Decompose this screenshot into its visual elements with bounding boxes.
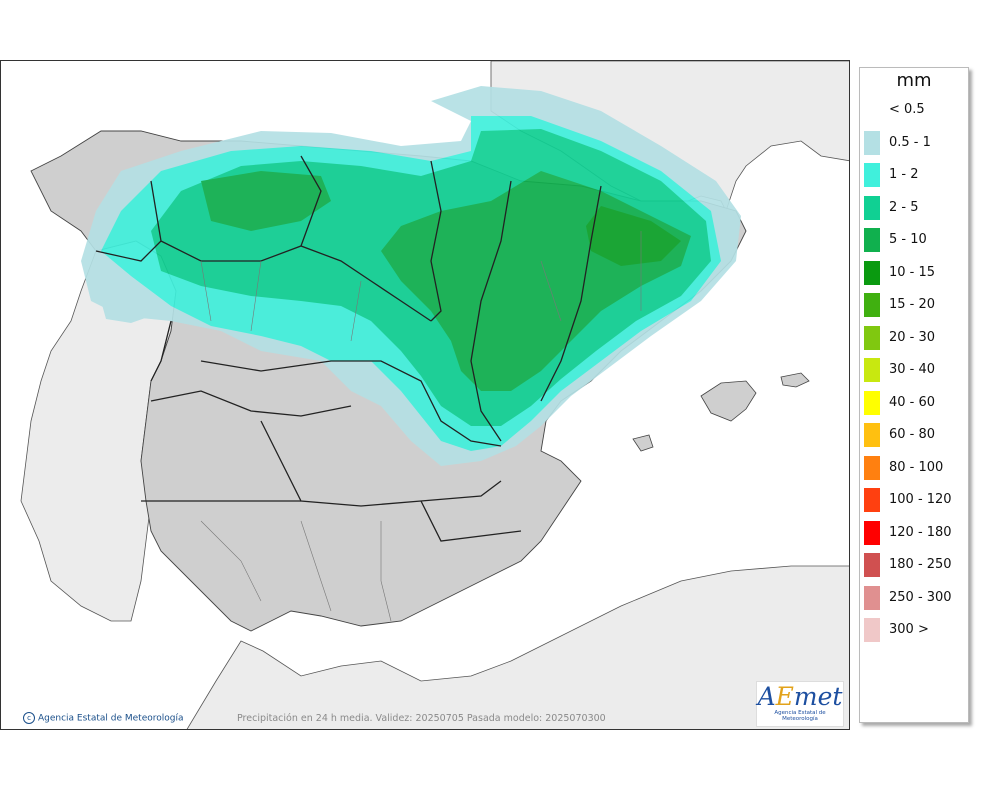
legend-label: 100 - 120 (889, 492, 952, 507)
legend-swatch (864, 423, 880, 447)
legend-swatch (864, 325, 880, 350)
legend-item: 250 - 300 (860, 585, 968, 611)
aemet-logo: AEmet Agencia Estatal de Meteorología (756, 681, 844, 727)
copyright-notice: c Agencia Estatal de Meteorología (23, 712, 184, 724)
legend-swatch (864, 98, 880, 122)
legend-label: < 0.5 (889, 102, 925, 117)
legend-item: 60 - 80 (860, 422, 968, 448)
legend-label: 0.5 - 1 (889, 134, 931, 150)
legend-label: 180 - 250 (889, 557, 952, 572)
legend-item: 0.5 - 1 (860, 130, 968, 156)
legend-item: 15 - 20 (860, 292, 968, 318)
legend-label: 10 - 15 (889, 264, 936, 280)
legend-swatch (864, 585, 880, 610)
legend-label: 5 - 10 (889, 232, 927, 247)
precip-5-10-west (201, 171, 331, 231)
precipitation-legend: mm < 0.5 0.5 - 1 1 - 2 2 - 5 5 - 10 10 - 15 15… (859, 67, 969, 723)
legend-label: 300 > (889, 622, 929, 637)
legend-swatch (864, 260, 880, 285)
legend-swatch (864, 618, 880, 642)
legend-swatch (864, 130, 880, 155)
logo-wordmark: AEmet (757, 682, 843, 711)
legend-item: 40 - 60 (860, 390, 968, 416)
precip-layer (81, 86, 741, 466)
legend-item: < 0.5 (860, 97, 968, 123)
legend-label: 1 - 2 (889, 167, 919, 182)
legend-item: 2 - 5 (860, 195, 968, 221)
legend-swatch (864, 163, 880, 187)
legend-label: 80 - 100 (889, 459, 944, 475)
legend-item: 300 > (860, 617, 968, 643)
legend-item: 180 - 250 (860, 552, 968, 578)
legend-swatch (864, 553, 880, 577)
legend-swatch (864, 390, 880, 415)
precip-10-15 (586, 206, 681, 266)
legend-label: 250 - 300 (889, 589, 952, 605)
mallorca-island (700, 380, 757, 422)
legend-label: 2 - 5 (889, 199, 919, 215)
legend-item: 5 - 10 (860, 227, 968, 253)
map-frame[interactable]: c Agencia Estatal de Meteorología Precipi… (0, 60, 850, 730)
legend-swatch (864, 195, 880, 220)
legend-label: 20 - 30 (889, 329, 936, 345)
ibiza-island (632, 434, 654, 452)
legend-swatch (864, 520, 880, 545)
legend-unit: mm (896, 70, 932, 91)
legend-swatch (864, 293, 880, 317)
legend-item: 120 - 180 (860, 520, 968, 546)
legend-swatch (864, 488, 880, 512)
copyright-icon: c (23, 712, 35, 724)
legend-label: 120 - 180 (889, 524, 952, 540)
legend-item: 100 - 120 (860, 487, 968, 513)
legend-item: 20 - 30 (860, 325, 968, 351)
province-borders (200, 231, 642, 622)
logo-subtitle: Agencia Estatal de Meteorología (774, 710, 826, 722)
legend-label: 60 - 80 (889, 427, 936, 442)
precipitation-map (20, 61, 849, 729)
legend-swatch (864, 358, 880, 382)
legend-item: 30 - 40 (860, 357, 968, 383)
legend-swatch (864, 228, 880, 252)
legend-item: 80 - 100 (860, 455, 968, 481)
region-borders (95, 155, 602, 542)
legend-swatch (864, 455, 880, 480)
legend-label: 40 - 60 (889, 394, 936, 410)
africa-land (186, 565, 849, 729)
map-caption: Precipitación en 24 h media. Validez: 20… (237, 713, 606, 724)
legend-label: 30 - 40 (889, 362, 936, 377)
copyright-text: Agencia Estatal de Meteorología (38, 713, 184, 724)
precip-0p5-1-west (101, 296, 151, 323)
menorca-island (780, 372, 810, 388)
legend-label: 15 - 20 (889, 297, 936, 312)
legend-item: 1 - 2 (860, 162, 968, 188)
legend-item: 10 - 15 (860, 260, 968, 286)
